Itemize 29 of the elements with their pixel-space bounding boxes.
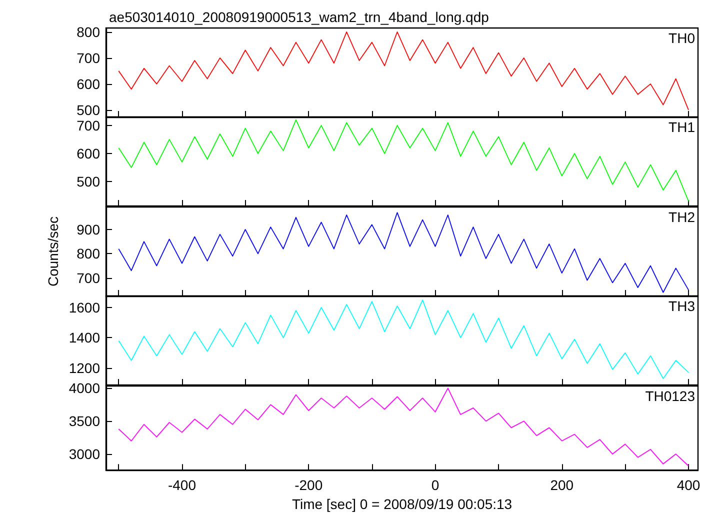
y-tick-label: 3000 xyxy=(68,446,100,462)
annotation: TH1 xyxy=(668,119,696,136)
x-tick-label: 200 xyxy=(550,476,574,493)
annotation: TH2 xyxy=(668,208,696,225)
y-tick-label: 500 xyxy=(76,174,100,190)
y-tick-label: 1400 xyxy=(68,330,100,346)
y-tick-label: 4000 xyxy=(68,380,100,396)
y-axis-title: Counts/sec xyxy=(45,216,61,286)
annotation: TH0 xyxy=(668,30,696,46)
x-tick-label: -400 xyxy=(168,476,196,493)
y-tick-label: 800 xyxy=(76,245,100,262)
chart-title: ae503014010_20080919000513_wam2_trn_4band_long.qdp xyxy=(109,9,490,25)
y-tick-label: 700 xyxy=(76,50,100,66)
y-tick-label: 600 xyxy=(76,146,100,162)
y-tick-label: 3500 xyxy=(68,412,100,429)
y-tick-label: 900 xyxy=(76,221,100,238)
y-tick-label: 800 xyxy=(76,24,100,40)
y-tick-label: 700 xyxy=(76,270,100,286)
y-tick-label: 1600 xyxy=(68,300,100,316)
x-tick-label: -200 xyxy=(294,476,323,493)
y-tick-label: 1200 xyxy=(68,360,100,376)
x-tick-label: 400 xyxy=(676,476,700,493)
x-tick-label: 0 xyxy=(431,476,440,493)
x-axis-title: Time [sec] 0 = 2008/09/19 00:05:13 xyxy=(292,496,512,512)
y-tick-label: 500 xyxy=(76,102,100,118)
annotation: TH0123 xyxy=(645,388,696,404)
y-tick-label: 700 xyxy=(76,118,100,134)
annotation: TH3 xyxy=(668,298,696,314)
y-tick-label: 600 xyxy=(76,76,100,92)
